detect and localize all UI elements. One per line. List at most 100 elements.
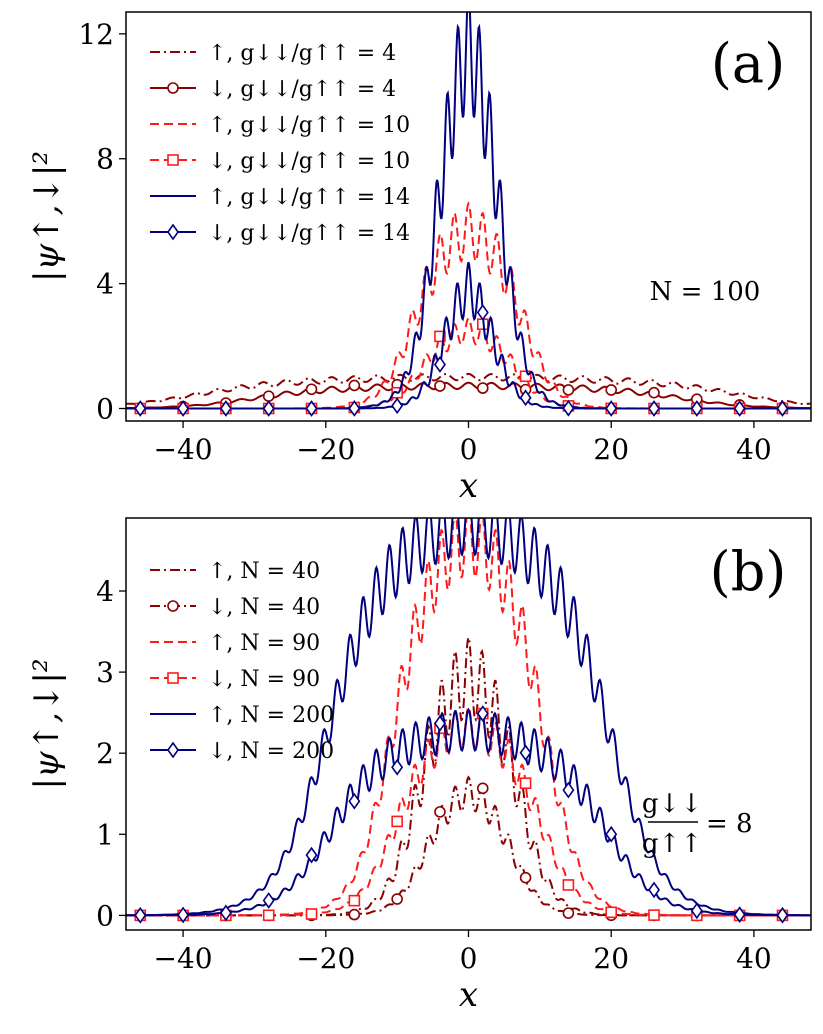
y-tick-label: 4 bbox=[96, 575, 114, 608]
data-point bbox=[648, 881, 661, 899]
x-tick-label: 40 bbox=[736, 433, 772, 466]
data-point bbox=[305, 383, 318, 396]
series-5 bbox=[126, 518, 811, 917]
data-point bbox=[434, 380, 446, 392]
legend-marker bbox=[167, 154, 179, 166]
data-point bbox=[562, 907, 575, 919]
data-point bbox=[391, 815, 403, 828]
data-point bbox=[476, 304, 489, 321]
data-point bbox=[519, 871, 532, 884]
y-tick-label: 12 bbox=[78, 18, 114, 51]
plot-area bbox=[126, 518, 811, 924]
data-point bbox=[648, 386, 660, 399]
legend-entry: ↓, g↓↓/g↑↑ = 4 bbox=[150, 77, 396, 102]
data-point bbox=[219, 904, 232, 922]
data-point bbox=[305, 846, 318, 864]
data-point bbox=[476, 782, 489, 795]
x-tick-label: 20 bbox=[593, 942, 629, 975]
data-point bbox=[562, 781, 575, 799]
y-tick-label: 4 bbox=[96, 268, 114, 301]
data-point bbox=[476, 705, 489, 722]
data-point bbox=[733, 400, 746, 417]
data-point bbox=[648, 400, 661, 417]
legend-entry: ↓, N = 40 bbox=[150, 595, 320, 620]
legend-entry: ↓, N = 200 bbox=[150, 739, 334, 764]
data-point bbox=[562, 879, 575, 891]
legend: ↑, N = 40 ↓, N = 40 ↑, N = 90 ↓, N = 90 ↑, N… bbox=[150, 559, 334, 764]
x-tick-label: −20 bbox=[296, 942, 355, 975]
y-axis-label: |ψ↑,↓|² bbox=[27, 659, 67, 790]
data-point bbox=[262, 390, 275, 403]
data-point bbox=[434, 330, 446, 343]
legend-marker bbox=[167, 82, 179, 94]
data-point bbox=[391, 893, 403, 905]
data-point bbox=[433, 356, 446, 373]
data-point bbox=[562, 384, 575, 396]
data-point bbox=[776, 906, 789, 924]
legend-marker bbox=[167, 672, 179, 684]
data-point bbox=[134, 906, 147, 924]
data-point bbox=[305, 400, 318, 417]
plot-area bbox=[126, 12, 811, 417]
axes-frame bbox=[125, 11, 812, 422]
data-point bbox=[348, 379, 361, 392]
data-point bbox=[177, 400, 190, 417]
data-point bbox=[776, 400, 789, 417]
series-6 bbox=[126, 262, 811, 417]
legend-label: ↑, g↓↓/g↑↑ = 10 bbox=[208, 113, 410, 138]
chart-panel-a: −40 −20 0 20 40 0 4 8 12 x |ψ↑,↓|² (a) ↑, g↓↓/g↑↑ = … bbox=[27, 11, 812, 506]
y-tick-label: 0 bbox=[96, 393, 114, 426]
data-point bbox=[262, 892, 275, 909]
data-point bbox=[134, 400, 147, 417]
legend-marker bbox=[167, 741, 179, 759]
legend-label: ↓, g↓↓/g↑↑ = 10 bbox=[208, 149, 410, 174]
legend-entry: ↑, g↓↓/g↑↑ = 4 bbox=[150, 41, 396, 66]
legend-label: ↓, g↓↓/g↑↑ = 14 bbox=[208, 221, 410, 246]
legend-label: ↑, N = 90 bbox=[208, 631, 320, 656]
data-point bbox=[605, 384, 618, 396]
x-tick-label: 0 bbox=[460, 433, 478, 466]
annotation-numerator: g↓↓ bbox=[642, 789, 702, 819]
series-line bbox=[126, 372, 811, 405]
annotation-value: = 8 bbox=[706, 809, 753, 839]
data-point bbox=[262, 909, 275, 922]
x-axis-label: x bbox=[459, 466, 478, 506]
data-point bbox=[562, 399, 575, 417]
data-point bbox=[391, 758, 404, 776]
legend: ↑, g↓↓/g↑↑ = 4 ↓, g↓↓/g↑↑ = 4 ↑, g↓↓/g↑↑ =… bbox=[150, 41, 410, 246]
legend-label: ↑, N = 200 bbox=[208, 703, 334, 728]
series-line bbox=[126, 518, 811, 917]
legend-entry: ↑, g↓↓/g↑↑ = 10 bbox=[150, 113, 410, 138]
x-tick-label: −40 bbox=[154, 942, 213, 975]
annotation: g↓↓ g↑↑= 8 bbox=[642, 789, 753, 859]
y-tick-label: 1 bbox=[96, 818, 114, 851]
data-point bbox=[305, 908, 318, 920]
data-point bbox=[605, 825, 618, 843]
y-tick-label: 8 bbox=[96, 143, 114, 176]
y-axis-label: |ψ↑,↓|² bbox=[27, 151, 67, 282]
series-2 bbox=[126, 775, 811, 922]
legend-entry: ↓, g↓↓/g↑↑ = 10 bbox=[150, 149, 410, 174]
panel-label: (a) bbox=[711, 32, 785, 95]
data-point bbox=[391, 397, 404, 415]
legend-entry: ↑, N = 40 bbox=[150, 559, 320, 584]
series-line bbox=[126, 317, 811, 410]
legend-label: ↓, N = 40 bbox=[208, 595, 320, 620]
legend-label: ↓, N = 200 bbox=[208, 739, 334, 764]
x-tick-label: −20 bbox=[296, 433, 355, 466]
legend-marker bbox=[167, 600, 179, 612]
legend-entry: ↑, g↓↓/g↑↑ = 14 bbox=[150, 185, 410, 210]
data-point bbox=[348, 908, 361, 921]
data-point bbox=[605, 400, 618, 417]
data-point bbox=[519, 370, 532, 383]
data-point bbox=[519, 744, 532, 762]
annotation: N = 100 bbox=[650, 277, 761, 307]
legend-entry: ↓, N = 90 bbox=[150, 667, 320, 692]
data-point bbox=[690, 902, 703, 920]
x-tick-label: 20 bbox=[593, 433, 629, 466]
x-tick-label: 0 bbox=[460, 942, 478, 975]
x-tick-label: −40 bbox=[154, 433, 213, 466]
legend-label: ↓, N = 90 bbox=[208, 667, 320, 692]
legend-label: ↑, N = 40 bbox=[208, 559, 320, 584]
